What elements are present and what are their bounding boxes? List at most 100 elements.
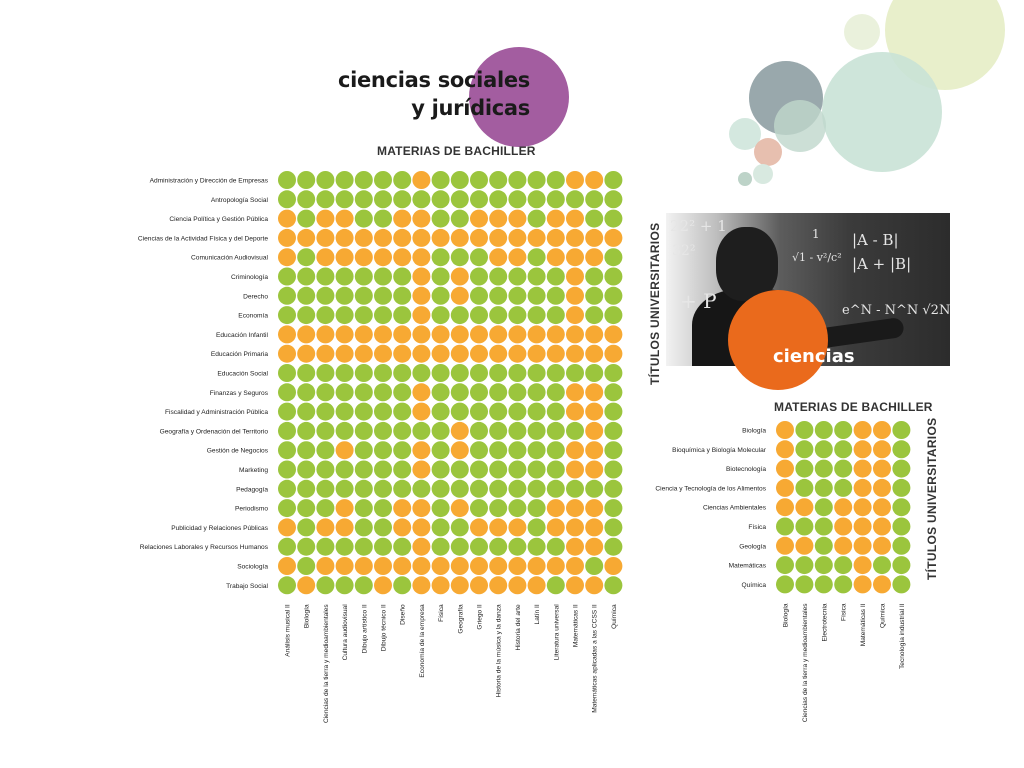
left-cell-dot	[489, 364, 508, 382]
left-row-label: Pedagogía	[236, 486, 268, 493]
right-cell-dot	[795, 421, 814, 439]
left-cell-dot	[489, 209, 508, 228]
left-cell-dot	[316, 209, 335, 228]
left-cell-dot	[527, 267, 546, 286]
chalk-formula-6: |A + |B|	[852, 255, 912, 273]
left-cell-dot	[412, 460, 431, 479]
left-cell-dot	[470, 325, 488, 344]
left-cell-dot	[604, 479, 623, 498]
left-cell-dot	[470, 402, 488, 421]
left-cell-dot	[489, 383, 508, 402]
left-cell-dot	[412, 383, 431, 402]
right-row-label: Biotecnología	[726, 466, 766, 473]
left-row-label: Administración y Dirección de Empresas	[150, 178, 269, 185]
right-cell-dot	[873, 517, 891, 536]
left-cell-dot	[546, 306, 565, 325]
left-row-label: Derecho	[243, 293, 268, 300]
left-cell-dot	[508, 421, 527, 440]
left-cell-dot	[393, 479, 412, 498]
left-cell-dot	[566, 479, 584, 498]
left-cell-dot	[316, 479, 335, 498]
left-cell-dot	[393, 576, 412, 595]
left-column-label: Ciencias de la tierra y medioambientales	[323, 604, 330, 723]
left-cell-dot	[354, 557, 373, 575]
left-cell-dot	[412, 228, 431, 247]
right-column-label: Física	[841, 603, 848, 621]
deco-circle-mint-mid	[774, 100, 826, 152]
left-cell-dot	[431, 383, 450, 402]
left-cell-dot	[316, 325, 335, 344]
right-cell-dot	[776, 517, 794, 536]
left-cell-dot	[450, 344, 469, 363]
title-purple-circle	[469, 47, 569, 147]
left-cell-dot	[546, 421, 565, 440]
left-cell-dot	[585, 441, 604, 460]
left-cell-dot	[278, 460, 296, 479]
left-cell-dot	[527, 557, 546, 575]
left-cell-dot	[470, 479, 488, 498]
left-cell-dot	[354, 228, 373, 247]
left-cell-dot	[508, 518, 527, 537]
right-column-label: Tecnología industrial II	[899, 603, 906, 669]
left-cell-dot	[508, 557, 527, 575]
left-row-label: Educación Primaria	[211, 351, 269, 358]
left-cell-dot	[374, 286, 392, 305]
left-cell-dot	[470, 209, 488, 228]
right-cell-dot	[834, 517, 853, 536]
left-cell-dot	[489, 267, 508, 286]
left-cell-dot	[278, 248, 296, 267]
left-cell-dot	[585, 286, 604, 305]
left-cell-dot	[585, 518, 604, 537]
left-cell-dot	[297, 499, 316, 518]
left-row-label: Comunicación Audiovisual	[191, 255, 269, 262]
right-row-label: Química	[741, 582, 766, 589]
left-cell-dot	[450, 402, 469, 421]
left-cell-dot	[278, 518, 296, 537]
left-cell-dot	[431, 576, 450, 595]
left-cell-dot	[278, 364, 296, 382]
right-cell-dot	[814, 459, 833, 478]
left-cell-dot	[278, 171, 296, 189]
left-cell-dot	[431, 171, 450, 189]
right-cell-dot	[795, 498, 814, 517]
left-row-label: Ciencias de la Actividad Física y del De…	[138, 235, 268, 242]
right-cell-dot	[795, 440, 814, 459]
left-cell-dot	[508, 499, 527, 518]
right-cell-dot	[814, 440, 833, 459]
left-cell-dot	[374, 441, 392, 460]
left-cell-dot	[412, 286, 431, 305]
left-cell-dot	[604, 557, 623, 575]
left-cell-dot	[316, 460, 335, 479]
left-cell-dot	[604, 499, 623, 518]
left-cell-dot	[470, 518, 488, 537]
left-cell-dot	[585, 344, 604, 363]
left-cell-dot	[585, 402, 604, 421]
left-cell-dot	[278, 537, 296, 556]
right-column-label: Biología	[783, 603, 790, 627]
right-cell-dot	[892, 440, 911, 459]
left-row-label: Educación Infantil	[216, 332, 269, 339]
left-cell-dot	[450, 383, 469, 402]
left-cell-dot	[354, 518, 373, 537]
left-cell-dot	[412, 209, 431, 228]
left-cell-dot	[604, 325, 623, 344]
left-cell-dot	[393, 460, 412, 479]
left-cell-dot	[316, 171, 335, 189]
left-cell-dot	[450, 209, 469, 228]
left-cell-dot	[527, 190, 546, 209]
right-cell-dot	[795, 556, 814, 575]
left-cell-dot	[585, 557, 604, 575]
left-cell-dot	[374, 479, 392, 498]
right-cell-dot	[873, 421, 891, 439]
left-cell-dot	[470, 576, 488, 595]
left-cell-dot	[604, 421, 623, 440]
left-cell-dot	[278, 286, 296, 305]
teacher-head	[716, 227, 778, 301]
left-cell-dot	[527, 383, 546, 402]
title-line-2: y jurídicas	[411, 96, 530, 120]
left-cell-dot	[450, 537, 469, 556]
left-cell-dot	[566, 460, 584, 479]
right-cell-dot	[873, 478, 891, 497]
right-cell-dot	[795, 575, 814, 594]
left-cell-dot	[527, 344, 546, 363]
